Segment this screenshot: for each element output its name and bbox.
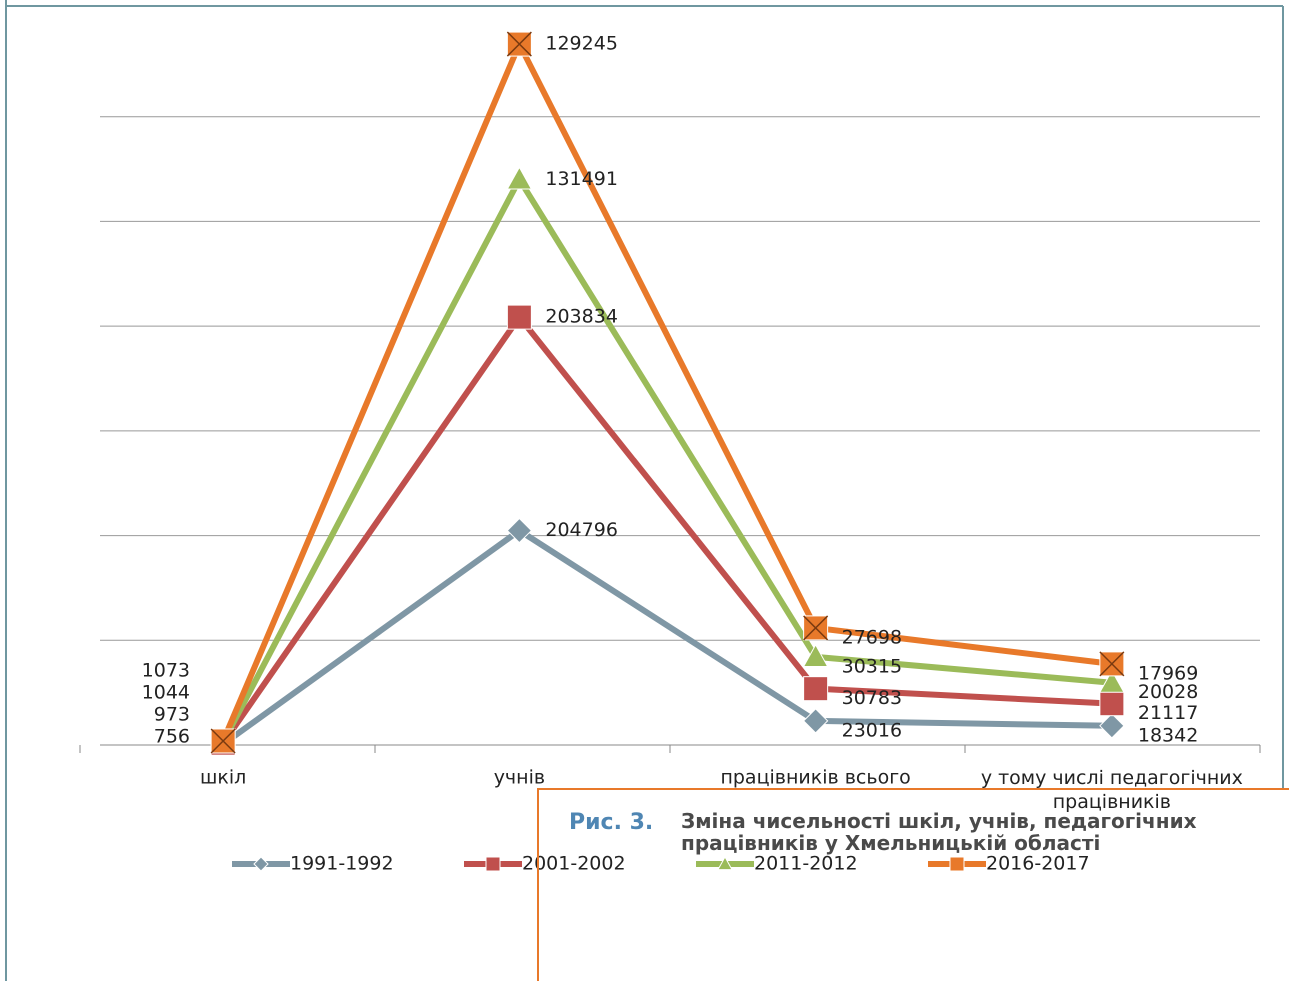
marker [802, 708, 829, 734]
marker-cross [210, 728, 236, 754]
legend-label: 2001-2002 [522, 853, 626, 875]
marker [506, 304, 532, 330]
x-tick-label: працівників всього [720, 767, 910, 789]
marker [803, 615, 829, 641]
marker-box [803, 676, 829, 702]
marker-cross [1099, 651, 1125, 677]
marker [1099, 691, 1125, 717]
marker-box [485, 856, 501, 872]
x-tick-label-line: працівників [1053, 791, 1171, 813]
data-label: 30315 [842, 655, 902, 677]
series-line [220, 41, 1113, 743]
marker [1099, 651, 1125, 677]
marker [485, 856, 501, 872]
data-label: 973 [154, 704, 190, 726]
marker [803, 676, 829, 702]
data-label: 129245 [545, 33, 618, 55]
data-label: 27698 [842, 626, 902, 648]
data-label: 204796 [545, 519, 618, 541]
data-label: 23016 [842, 719, 902, 741]
x-tick-label-line: у тому числі педагогічних [981, 767, 1243, 789]
caption-label: Рис. 3. [569, 810, 654, 835]
marker [253, 856, 269, 872]
data-label: 20028 [1138, 681, 1198, 703]
marker-box [949, 856, 965, 872]
series-line [220, 314, 1113, 745]
x-tick-label: шкіл [200, 767, 246, 789]
series-line [221, 527, 1112, 747]
caption-text: Зміна чисельності шкіл, учнів, педагогіч… [681, 809, 1197, 855]
marker-box [1099, 691, 1125, 717]
data-label: 203834 [545, 306, 618, 328]
legend-label: 2011-2012 [754, 853, 858, 875]
data-label: 21117 [1138, 702, 1198, 724]
data-label: 30783 [842, 687, 902, 709]
marker [210, 728, 236, 754]
marker-box [506, 304, 532, 330]
data-label: 131491 [545, 168, 618, 190]
data-label: 1073 [142, 660, 190, 682]
caption: Рис. 3. Зміна чисельності шкіл, учнів, п… [537, 788, 1289, 981]
marker [1099, 713, 1125, 739]
x-tick-label: у тому числі педагогічних працівників [981, 767, 1243, 813]
data-label: 18342 [1138, 724, 1198, 746]
marker-cross [506, 31, 532, 57]
marker [506, 166, 533, 190]
marker [949, 856, 965, 872]
data-label: 756 [154, 726, 190, 748]
marker [506, 31, 532, 57]
legend-label: 2016-2017 [986, 853, 1090, 875]
x-tick-label: учнів [494, 767, 545, 789]
legend-label: 1991-1992 [290, 853, 394, 875]
marker [506, 517, 533, 544]
marker [1099, 669, 1125, 693]
marker-cross [803, 615, 829, 641]
series-line [220, 176, 1113, 744]
data-label: 1044 [142, 682, 190, 704]
marker [802, 643, 829, 668]
marker [717, 855, 733, 871]
data-label: 17969 [1138, 662, 1198, 684]
